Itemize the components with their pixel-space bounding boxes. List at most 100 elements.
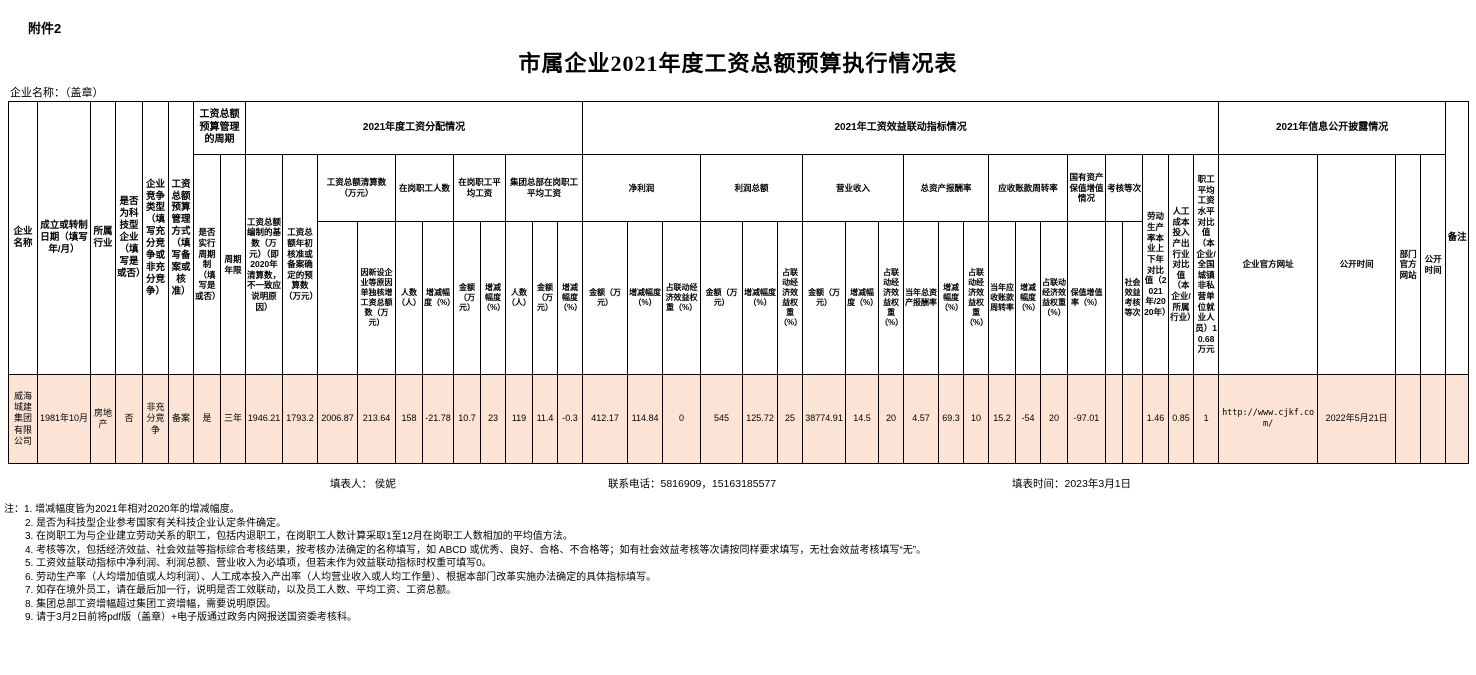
subheader-assessment-grade: 考核等次 [1105, 154, 1144, 222]
leaf-header-cell: 当年应收账款周转率 [988, 221, 1017, 375]
data-cell: 20 [878, 374, 905, 464]
header-founding-date: 成立或转制日期（填写年/月） [37, 101, 91, 375]
leaf-header-cell: 占联动经济效益权重（%） [878, 221, 905, 375]
header-row-sub: 是否实行周期制（填写是或否） 周期年限 工资总额编制的基数（万元）（即2020年… [9, 154, 1469, 375]
subheader-total-profit: 利润总额 [700, 154, 804, 222]
data-cell: 0 [662, 374, 702, 464]
leaf-header-cell: 金额（万元） [582, 221, 629, 375]
data-cell: 125.72 [742, 374, 779, 464]
data-cell: 备案 [168, 374, 194, 464]
leaf-header-cell: 因新设企业等原因单独核增工资总额数（万元） [357, 221, 396, 375]
subheader-dept-publish-time: 公开时间 [1420, 154, 1447, 375]
header-remarks: 备注 [1445, 101, 1470, 375]
leaf-header-cell: 金额（万元） [802, 221, 847, 375]
note-line: 5. 工资效益联动指标中净利润、利润总额、营业收入为必填项，但若未作为效益联动指… [25, 558, 492, 569]
data-cell: -0.3 [556, 374, 584, 464]
leaf-header-cell [317, 221, 358, 375]
subheader-dept-website: 部门官方网站 [1395, 154, 1422, 375]
leaf-header-cell: 增减幅度（%） [627, 221, 664, 375]
header-efficiency-linkage-group: 2021年工资效益联动指标情况 [582, 101, 1220, 155]
leaf-header-cell: 增减幅度（%） [480, 221, 506, 375]
subheader-labor-cost-ratio: 人工成本投入产出行业对比值（本企业/所属行业） [1168, 154, 1195, 375]
note-line: 2. 是否为科技型企业参考国家有关科技企业认定条件确定。 [25, 517, 287, 529]
preparer-text: 填表人： 侯妮 [330, 478, 396, 490]
page-title: 市属企业2021年度工资总额预算执行情况表 [518, 51, 958, 76]
header-is-tech-enterprise: 是否为科技型企业（填写是或否） [115, 101, 143, 375]
subheader-avg-wage-ratio: 职工平均工资水平对比值（本企业/全国城镇非私营单位就业人员）10.68万元 [1193, 154, 1220, 375]
leaf-header-cell: 占联动经济效益权重（%） [662, 221, 702, 375]
data-cell: 23 [480, 374, 506, 464]
leaf-header-cell: 占联动经济效益权重（%） [963, 221, 990, 375]
company-name-label: 企业名称：（盖章） [10, 87, 104, 99]
leaf-header-cell: 金额（万元） [700, 221, 744, 375]
attachment-label: 附件2 [28, 21, 62, 36]
data-cell: 114.84 [627, 374, 664, 464]
data-cell: 20 [1040, 374, 1069, 464]
data-cell [1420, 374, 1447, 464]
data-row: 威海城建集团有限公司 1981年10月 房地产 否 非充分竞争 备案 是 三年 … [8, 374, 1470, 464]
leaf-header-cell: 增减幅度（%） [1015, 221, 1042, 375]
subheader-hq-avg-wage: 集团总部在岗职工平均工资 [504, 154, 584, 222]
subheader-net-profit: 净利润 [582, 154, 702, 222]
data-cell: 412.17 [582, 374, 629, 464]
subheader-state-asset-value: 国有资产保值增值情况 [1067, 154, 1107, 222]
data-cell: -97.01 [1067, 374, 1107, 464]
subheader-total-asset-return: 总资产报酬率 [903, 154, 990, 222]
data-cell [1395, 374, 1422, 464]
data-cell-company-name: 威海城建集团有限公司 [8, 374, 38, 464]
data-cell [1105, 374, 1124, 464]
leaf-header-cell: 保值增值率（%） [1067, 221, 1107, 375]
leaf-header-cell: 增减幅度（%） [556, 221, 584, 375]
data-cell-publish-date: 2022年5月21日 [1317, 374, 1397, 464]
data-cell: 38774.91 [802, 374, 847, 464]
data-cell: 是 [193, 374, 221, 464]
subheader-cycle-years: 周期年限 [220, 154, 246, 375]
subheader-approved-budget: 工资总额年初核准或备案确定的预算数（万元） [282, 154, 318, 375]
note-line: 8. 集团总部工资增幅超过集团工资增幅，需要说明原因。 [25, 598, 277, 610]
header-row-leaf: 因新设企业等原因单独核增工资总额数（万元） 人数（人） 增减幅度（%） 金额（万… [9, 221, 1469, 375]
data-cell: 14.5 [845, 374, 880, 464]
footer-line: 填表人： 侯妮 联系电话：5816909，15163185577 填表时间：20… [0, 476, 1476, 492]
data-cell: 25 [777, 374, 804, 464]
leaf-header-cell: 社会效益考核等次 [1122, 221, 1144, 375]
header-wage-distribution-group: 2021年度工资分配情况 [244, 101, 584, 155]
subheader-settlement-amount: 工资总额清算数（万元） [317, 154, 396, 222]
data-cell: -54 [1015, 374, 1042, 464]
data-cell: 1 [1193, 374, 1220, 464]
data-cell: 1.46 [1142, 374, 1170, 464]
subheader-receivable-turnover: 应收账款周转率 [988, 154, 1069, 222]
header-row-groups: 企业名称 成立或转制日期（填写年/月） 所属行业 是否为科技型企业（填写是或否）… [8, 101, 1470, 375]
data-cell: 11.4 [532, 374, 558, 464]
leaf-header-cell: 当年总资产报酬率 [903, 221, 940, 375]
subheader-base-amount: 工资总额编制的基数（万元）（即2020年清算数，不一致应说明原因） [245, 154, 283, 375]
leaf-header-cell: 增减幅度（%） [938, 221, 965, 375]
header-budget-management-method: 工资总额预算管理方式（填写备案或核准） [168, 101, 194, 375]
data-cell: 否 [115, 374, 143, 464]
data-cell: 房地产 [90, 374, 116, 464]
phone-text: 联系电话：5816909，15163185577 [608, 478, 777, 490]
data-cell: 10.7 [453, 374, 481, 464]
note-line: 3. 在岗职工为与企业建立劳动关系的职工，包括内退职工，在岗职工人数计算采取1至… [25, 531, 573, 542]
data-cell: 0.85 [1168, 374, 1195, 464]
notes: 注：1. 增减幅度皆为2021年相对2020年的增减幅度。 2. 是否为科技型企… [4, 503, 926, 625]
header-competition-type: 企业竞争类型（填写充分竞争或非充分竞争） [142, 101, 169, 375]
header-budget-cycle-group: 工资总额预算管理的周期 [193, 101, 246, 155]
subheader-publish-time: 公开时间 [1317, 154, 1397, 375]
leaf-header-cell: 金额（万元） [532, 221, 558, 375]
data-cell: 2006.87 [317, 374, 358, 464]
data-cell: 10 [963, 374, 990, 464]
data-cell: 15.2 [988, 374, 1017, 464]
data-cell: 119 [505, 374, 533, 464]
leaf-header-cell: 占联动经济效益权重（%） [1040, 221, 1069, 375]
data-cell: 三年 [220, 374, 246, 464]
leaf-header-cell: 人数（人） [395, 221, 423, 375]
data-cell-company-url: http://www.cjkf.com/ [1218, 374, 1319, 464]
note-line: 7. 如存在境外员工，请在最后加一行，说明是否工效联动，以及员工人数、平均工资、… [25, 585, 457, 596]
subheader-onpost-avg-wage: 在岗职工平均工资 [453, 154, 506, 222]
header-info-disclosure-group: 2021年信息公开披露情况 [1218, 101, 1447, 155]
data-cell [1445, 374, 1470, 464]
data-cell: 4.57 [903, 374, 940, 464]
data-cell: 545 [700, 374, 744, 464]
header-industry: 所属行业 [90, 101, 116, 375]
leaf-header-cell: 金额（万元） [453, 221, 481, 375]
